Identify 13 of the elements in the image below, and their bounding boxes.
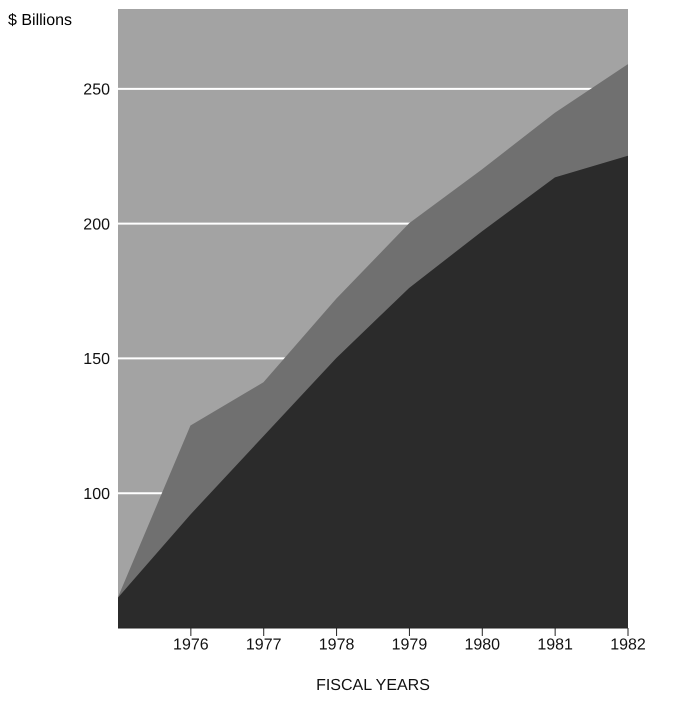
- x-tick-label: 1977: [246, 636, 282, 654]
- x-tick-label: 1981: [537, 636, 574, 654]
- y-axis-title: $ Billions: [8, 12, 72, 30]
- x-tick-label: 1982: [610, 636, 646, 654]
- x-tick-label: 1979: [392, 636, 428, 654]
- y-tick-label: 150: [83, 351, 110, 368]
- x-tick-label: 1976: [173, 636, 209, 654]
- y-tick-label: 200: [83, 216, 110, 234]
- x-tick-label: 1978: [318, 636, 354, 654]
- y-tick-label: 100: [83, 486, 110, 503]
- x-axis-title: FISCAL YEARS: [316, 677, 430, 694]
- y-tick-label: 250: [83, 82, 110, 99]
- x-tick-label: 1980: [464, 636, 500, 654]
